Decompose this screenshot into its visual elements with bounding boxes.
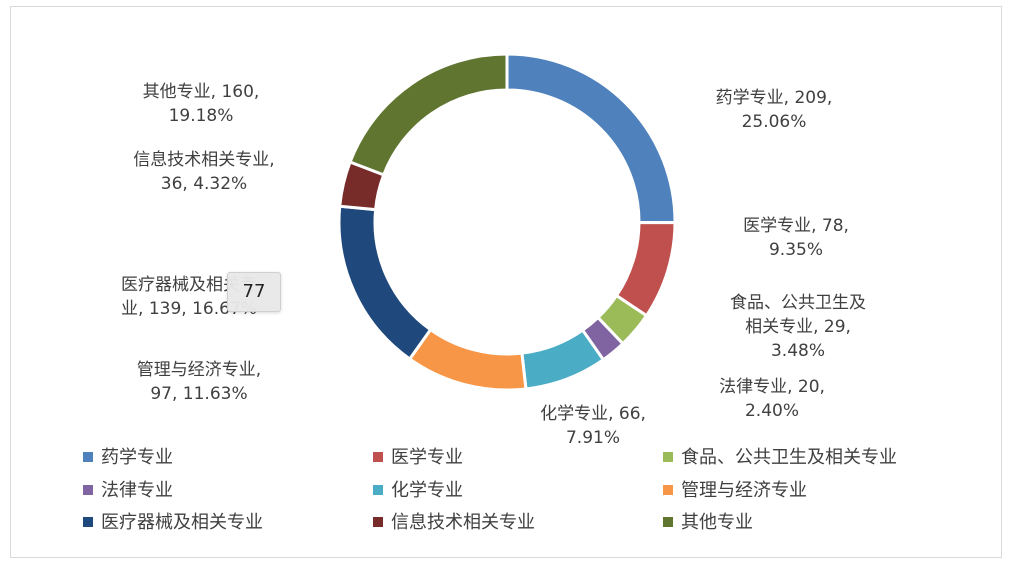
data-label-3: 食品、公共卫生及相关专业, 29, 3.48% (730, 293, 866, 361)
data-label-2: 医学专业, 78, 9.35% (743, 216, 849, 260)
legend-item-7[interactable]: 医疗器械及相关专业 (83, 512, 263, 533)
data-label-8: 信息技术相关专业, 36, 4.32% (133, 150, 274, 194)
legend-swatch-7 (83, 517, 93, 527)
legend-label-7: 医疗器械及相关专业 (101, 512, 263, 533)
data-label-4: 法律专业, 20, 2.40% (719, 377, 825, 421)
legend-item-4[interactable]: 法律专业 (83, 480, 173, 501)
legend-label-3: 食品、公共卫生及相关专业 (681, 447, 897, 468)
slice-group (337, 52, 677, 392)
hover-tooltip: 77 (227, 272, 281, 312)
legend-swatch-1 (83, 452, 93, 462)
legend-swatch-8 (373, 517, 383, 527)
slice-1[interactable] (505, 52, 677, 225)
legend-label-8: 信息技术相关专业 (391, 512, 535, 533)
legend-swatch-6 (663, 485, 673, 495)
legend-item-8[interactable]: 信息技术相关专业 (373, 512, 535, 533)
legend-swatch-3 (663, 452, 673, 462)
slice-7[interactable] (337, 204, 433, 362)
legend-label-9: 其他专业 (681, 512, 753, 533)
legend-label-5: 化学专业 (391, 480, 463, 501)
doughnut-chart: 药学专业, 209, 25.06% 医学专业, 78, 9.35% 食品、公共卫生及相关… (83, 52, 897, 533)
data-label-9: 其他专业, 160, 19.18% (143, 82, 260, 126)
data-label-7: 医疗器械及相关专业, 139, 16.67% (121, 275, 257, 319)
legend-swatch-2 (373, 452, 383, 462)
legend-label-4: 法律专业 (101, 480, 173, 501)
legend-item-9[interactable]: 其他专业 (663, 512, 753, 533)
legend-item-3[interactable]: 食品、公共卫生及相关专业 (663, 447, 897, 468)
legend-item-5[interactable]: 化学专业 (373, 480, 463, 501)
data-label-5: 化学专业, 66, 7.91% (540, 404, 646, 448)
legend-item-6[interactable]: 管理与经济专业 (663, 480, 807, 501)
legend-label-1: 药学专业 (101, 447, 173, 468)
legend-swatch-9 (663, 517, 673, 527)
legend-label-2: 医学专业 (391, 447, 463, 468)
legend-swatch-4 (83, 485, 93, 495)
legend-item-2[interactable]: 医学专业 (373, 447, 463, 468)
slice-9[interactable] (348, 52, 509, 177)
chart-frame: 药学专业, 209, 25.06% 医学专业, 78, 9.35% 食品、公共卫生及相关… (10, 6, 1002, 558)
data-label-6: 管理与经济专业, 97, 11.63% (137, 360, 261, 404)
data-label-1: 药学专业, 209, 25.06% (716, 88, 833, 132)
legend-label-6: 管理与经济专业 (681, 480, 807, 501)
slice-6[interactable] (407, 327, 528, 392)
legend-swatch-5 (373, 485, 383, 495)
legend-item-1[interactable]: 药学专业 (83, 447, 173, 468)
data-label-group: 药学专业, 209, 25.06% 医学专业, 78, 9.35% 食品、公共卫生及相关… (121, 82, 866, 448)
